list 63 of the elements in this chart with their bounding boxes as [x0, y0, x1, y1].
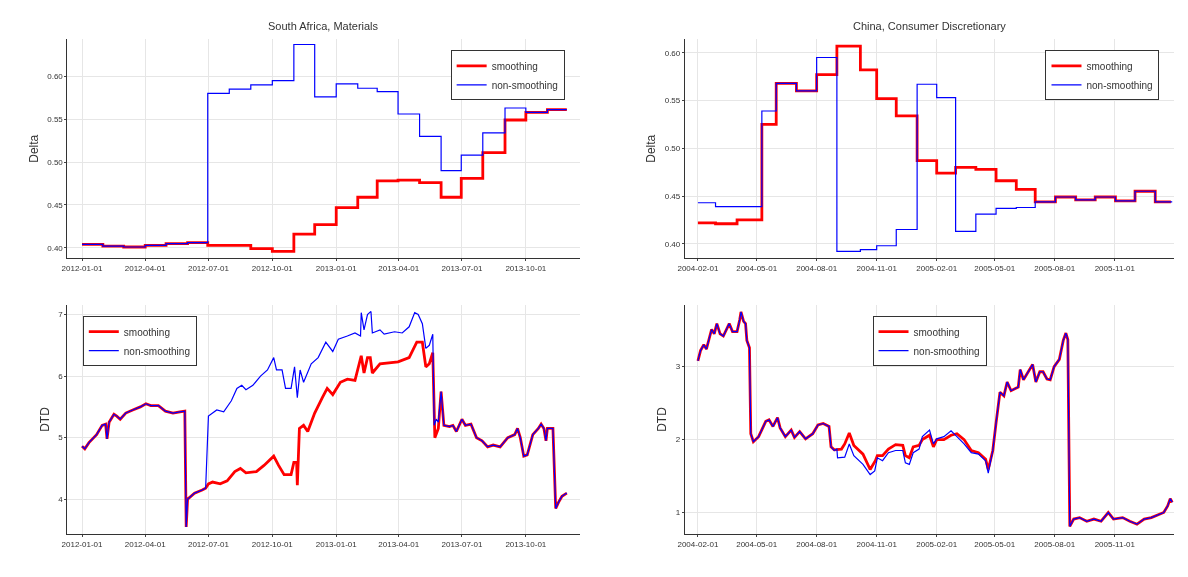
legend-label: non-smoothing — [913, 345, 980, 357]
chart-title: China, Consumer Discretionary — [853, 20, 1007, 32]
legend-label: non-smoothing — [491, 79, 558, 91]
y-tick-label: 0.50 — [664, 144, 681, 154]
x-tick-label: 2013-01-01 — [315, 263, 358, 273]
y-tick-label: 0.55 — [664, 96, 681, 106]
x-tick-label: 2012-04-01 — [124, 539, 167, 549]
x-tick-label: 2005-11-01 — [1094, 539, 1136, 549]
y-tick-label: 1 — [675, 508, 681, 518]
x-tick-label: 2005-05-01 — [974, 539, 1016, 549]
chart-title: South Africa, Materials — [268, 20, 379, 32]
legend-label: non-smoothing — [123, 345, 190, 357]
y-axis-title: DTD — [655, 406, 670, 432]
x-tick-label: 2004-08-01 — [796, 263, 838, 273]
x-tick-label: 2012-10-01 — [251, 539, 294, 549]
legend-label: non-smoothing — [1086, 79, 1153, 91]
x-tick-label: 2004-08-01 — [796, 539, 838, 549]
x-tick-label: 2005-02-01 — [916, 263, 958, 273]
x-tick-label: 2013-01-01 — [315, 539, 358, 549]
x-tick-label: 2004-11-01 — [856, 539, 898, 549]
x-tick-label: 2012-04-01 — [124, 263, 167, 273]
y-tick-label: 3 — [675, 362, 681, 372]
y-tick-label: 0.60 — [47, 72, 64, 82]
x-tick-label: 2013-07-01 — [441, 263, 483, 273]
y-tick-label: 0.40 — [47, 243, 64, 253]
y-tick-label: 0.40 — [664, 239, 681, 249]
x-tick-label: 2004-05-01 — [736, 263, 778, 273]
x-tick-label: 2012-01-01 — [61, 263, 104, 273]
y-tick-label: 7 — [58, 310, 64, 320]
y-tick-label: 0.50 — [47, 157, 64, 167]
y-tick-label: 0.45 — [664, 191, 681, 201]
y-tick-label: 5 — [58, 433, 64, 443]
x-tick-label: 2005-08-01 — [1034, 539, 1076, 549]
x-tick-label: 2012-10-01 — [251, 263, 294, 273]
y-axis-title: DTD — [37, 406, 52, 432]
y-tick-label: 0.55 — [47, 114, 64, 124]
y-tick-label: 0.60 — [664, 48, 681, 58]
x-tick-label: 2004-11-01 — [856, 263, 898, 273]
x-tick-label: 2004-02-01 — [677, 263, 719, 273]
y-tick-label: 4 — [58, 495, 64, 505]
x-tick-label: 2004-05-01 — [736, 539, 778, 549]
y-axis-title: Delta — [26, 134, 41, 163]
x-tick-label: 2005-02-01 — [916, 539, 958, 549]
x-tick-label: 2005-05-01 — [974, 263, 1016, 273]
x-tick-label: 2012-01-01 — [61, 539, 104, 549]
x-tick-label: 2013-10-01 — [505, 539, 547, 549]
y-tick-label: 2 — [675, 435, 681, 445]
x-tick-label: 2013-07-01 — [441, 539, 483, 549]
legend-label: smoothing — [491, 60, 538, 72]
x-tick-label: 2012-07-01 — [187, 263, 230, 273]
legend-label: smoothing — [1086, 60, 1133, 72]
x-tick-label: 2013-04-01 — [378, 539, 420, 549]
x-tick-label: 2013-04-01 — [378, 263, 420, 273]
x-tick-label: 2012-07-01 — [187, 539, 230, 549]
x-tick-label: 2004-02-01 — [677, 539, 719, 549]
y-tick-label: 0.45 — [47, 200, 64, 210]
x-tick-label: 2005-11-01 — [1094, 263, 1136, 273]
x-tick-label: 2013-10-01 — [505, 263, 547, 273]
legend-label: smoothing — [913, 326, 960, 338]
legend-label: smoothing — [123, 326, 170, 338]
x-tick-label: 2005-08-01 — [1034, 263, 1076, 273]
y-tick-label: 6 — [58, 371, 64, 381]
y-axis-title: Delta — [644, 134, 658, 163]
